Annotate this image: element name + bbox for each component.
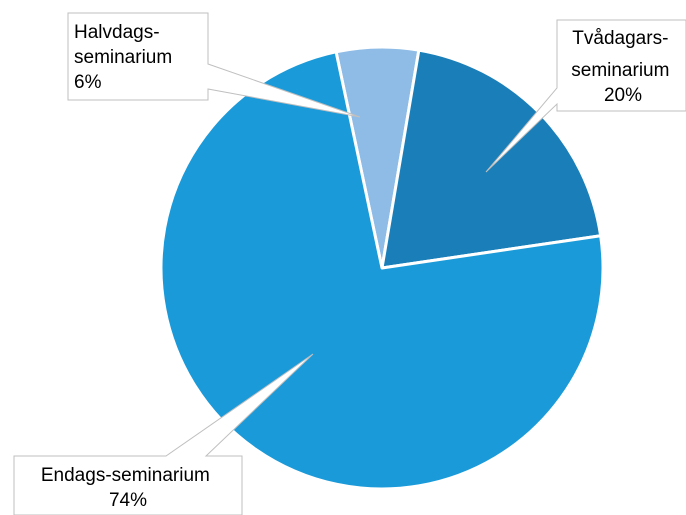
data-label-halvdags-line1: Halvdags- — [74, 22, 160, 43]
data-label-halvdags-line2: seminarium — [74, 47, 172, 68]
data-label-callout-halvdags — [67, 12, 361, 118]
data-label-tvadagars-line1: Tvådagars- — [572, 28, 668, 49]
data-label-halvdags-value: 6% — [74, 72, 102, 93]
pie-slice-endags — [159, 50, 605, 491]
svg-text:Halvdags- seminarium: Halvdags- seminarium 6% — [74, 22, 177, 93]
svg-text:Tvådagars- seminarium: Tvådagars- seminarium 20% — [571, 28, 674, 106]
data-label-callout-tvadagars — [485, 19, 686, 173]
svg-text:Endags-seminarium 74%: Endags-seminarium 74% — [41, 465, 215, 511]
data-label-tvadagars-value: 20% — [604, 85, 642, 106]
data-label-tvadagars-line2: seminarium — [571, 60, 669, 81]
pie-slices — [159, 45, 605, 491]
data-label-tvadagars: Tvådagars- seminarium 20% — [485, 19, 686, 173]
data-label-halvdags: Halvdags- seminarium 6% — [67, 12, 361, 118]
data-label-endags-line1: Endags-seminarium — [41, 465, 210, 486]
data-label-endags: Endags-seminarium 74% — [13, 353, 314, 515]
data-label-endags-value: 74% — [109, 490, 147, 511]
data-label-callout-endags — [13, 353, 314, 515]
